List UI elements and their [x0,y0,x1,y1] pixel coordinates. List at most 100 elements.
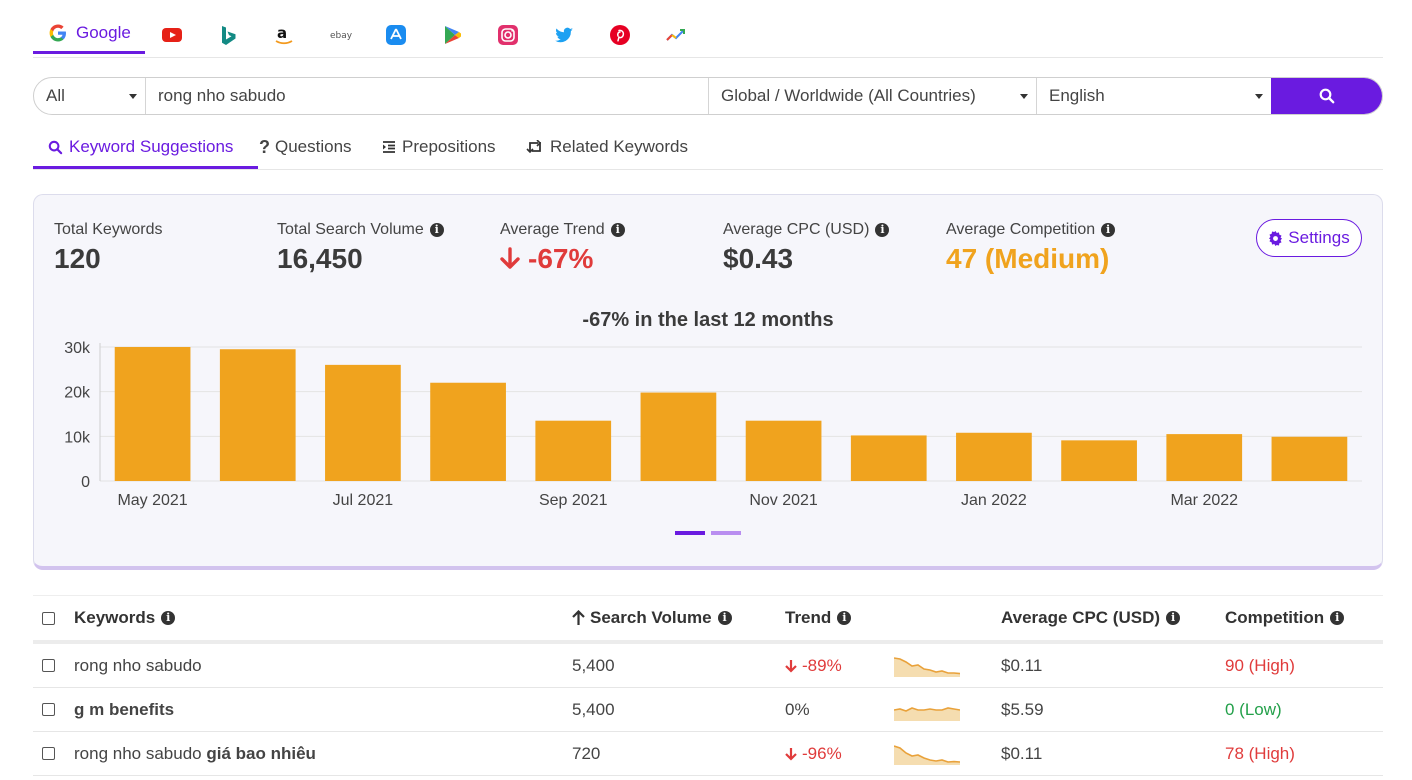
row-checkbox[interactable] [42,732,55,775]
tab-keyword-suggestions[interactable]: Keyword Suggestions [33,128,258,169]
bar-oct-2021 [640,392,717,481]
keyword-cell[interactable]: g m benefits [74,688,174,731]
info-icon[interactable]: i [1166,611,1181,625]
info-icon[interactable]: i [1101,223,1116,237]
indent-icon [383,141,395,153]
x-tick-label: May 2021 [117,492,187,509]
cpc-cell: $0.11 [1001,655,1043,675]
sparkline-area [894,707,960,721]
volume-cell: 5,400 [572,655,615,675]
header-average-cpc[interactable]: Average CPC (USD) i [1001,596,1181,640]
tab-related-keywords[interactable]: Related Keywords [526,128,688,166]
source-tab-trends[interactable] [665,14,687,56]
search-button[interactable] [1271,78,1382,114]
header-keywords[interactable]: Keywords i [74,596,176,640]
keyword-bold-text: g m benefits [74,699,175,719]
tab-prepositions[interactable]: Prepositions [382,128,496,166]
twitter-icon [555,27,573,43]
row-checkbox[interactable] [42,644,55,687]
tab-questions[interactable]: ? Questions [259,128,352,166]
search-type-select[interactable]: All [34,78,146,114]
ebay-text: ebay [330,31,353,41]
retweet-icon [526,140,542,154]
country-select[interactable]: Global / Worldwide (All Countries) [709,78,1037,114]
cpc-cell: $0.11 [1001,743,1043,763]
search-input[interactable]: rong nho sabudo [146,78,709,114]
settings-button[interactable]: Settings [1256,219,1362,257]
cpc-cell: $5.59 [1001,699,1044,719]
keyword-text: rong nho sabudo [74,655,202,675]
stat-average-cpc-label: Average CPC (USD) [723,221,870,238]
stat-total-volume-value: 16,450 [277,243,363,274]
source-tab-app-store[interactable] [385,14,407,56]
bar-jul-2021 [325,364,401,481]
info-icon[interactable]: i [717,611,732,625]
stat-average-trend-label: Average Trend [500,221,605,238]
volume-cell: 720 [572,743,601,763]
x-tick-label: Mar 2022 [1170,492,1238,509]
header-search-volume-label: Search Volume [590,608,712,627]
youtube-icon [162,28,182,42]
google-icon [49,24,66,41]
play-store-icon [445,26,461,44]
gear-icon [1269,230,1283,246]
select-all-checkbox[interactable] [42,596,55,640]
tab-keyword-suggestions-label: Keyword Suggestions [69,137,234,156]
info-icon[interactable]: i [161,611,176,625]
header-competition[interactable]: Competition i [1225,596,1345,640]
source-tab-ebay[interactable]: ebay [329,14,353,56]
trend-cell: -89% [785,644,842,687]
bar-jan-2022 [956,432,1032,481]
trend-sparkline [894,656,960,677]
table-row[interactable]: rong nho sabudo 5,400 -89% $0.11 90 (Hig… [33,644,1383,688]
y-tick-label: 30k [64,340,91,357]
bar-sep-2021 [535,420,612,481]
source-tab-play-store[interactable] [441,14,463,56]
source-tab-pinterest[interactable] [609,14,631,56]
source-tab-youtube[interactable] [161,14,183,56]
sparkline-line [894,656,960,674]
x-tick-label: Nov 2021 [749,492,818,509]
question-icon: ? [259,136,270,157]
keyword-text: rong nho sabudo [74,743,207,763]
info-icon[interactable]: i [429,223,444,237]
info-icon[interactable]: i [610,223,625,237]
bar-jun-2021 [219,349,296,481]
source-tab-instagram[interactable] [497,14,519,56]
chart-page-dot-2[interactable] [711,531,741,535]
source-tab-twitter[interactable] [553,14,575,56]
trends-icon [666,29,685,41]
competition-cell: 90 (High) [1225,655,1295,675]
header-average-cpc-label: Average CPC (USD) [1001,608,1161,627]
keyword-cell[interactable]: rong nho sabudo giá bao nhiêu [74,732,316,775]
x-tick-label: Jan 2022 [961,492,1027,509]
search-bar: All rong nho sabudo Global / Worldwide (… [33,77,1383,115]
chart-page-dot-1[interactable] [675,531,705,535]
stat-total-volume-label: Total Search Volume [277,221,424,238]
arrow-down-icon [785,747,797,761]
trend-sparkline-cell [894,644,960,687]
source-tab-bing[interactable] [217,14,239,56]
x-tick-label: Sep 2021 [539,492,608,509]
info-icon[interactable]: i [875,223,890,237]
language-select[interactable]: English [1037,78,1271,114]
table-row[interactable]: rong nho sabudo giá bao nhiêu 720 -96% $… [33,732,1383,776]
row-checkbox[interactable] [42,688,55,731]
arrow-down-icon [785,659,797,673]
header-trend[interactable]: Trend i [785,596,852,640]
trend-sparkline [894,706,960,721]
table-row[interactable]: g m benefits 5,400 0% $5.59 0 (Low) [33,688,1383,732]
chevron-down-icon [1255,93,1263,99]
info-icon[interactable]: i [837,611,852,625]
tab-related-keywords-label: Related Keywords [550,137,688,156]
stat-total-keywords: Total Keywords 120 [54,221,163,275]
keyword-cell[interactable]: rong nho sabudo [74,644,202,687]
instagram-icon [498,25,518,45]
header-search-volume[interactable]: Search Volume i [572,596,732,640]
language-value: English [1049,86,1105,105]
source-tab-amazon[interactable]: a [273,14,295,56]
info-icon[interactable]: i [1330,611,1345,625]
source-tab-google[interactable]: Google [33,14,145,54]
source-tab-google-label: Google [76,22,131,42]
bar-aug-2021 [430,382,506,481]
